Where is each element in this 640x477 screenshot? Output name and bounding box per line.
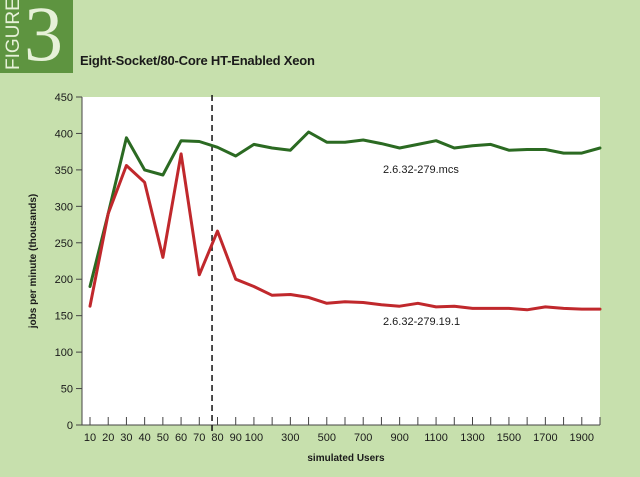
x-tick-label: 1500 bbox=[497, 432, 521, 444]
x-tick-label: 60 bbox=[175, 432, 187, 444]
x-tick-label: 1100 bbox=[424, 432, 448, 444]
y-axis-label: jobs per minute (thousands) bbox=[28, 194, 39, 329]
x-axis-label: simulated Users bbox=[307, 453, 385, 464]
x-tick-label: 40 bbox=[139, 432, 151, 444]
series-label-1: 2.6.32-279.19.1 bbox=[383, 316, 460, 328]
y-tick-label: 350 bbox=[55, 165, 73, 177]
x-tick-label: 1700 bbox=[533, 432, 557, 444]
figure-number: 3 bbox=[24, 0, 63, 77]
figure-badge: FIGURE 3 bbox=[0, 0, 73, 77]
y-tick-label: 0 bbox=[67, 420, 73, 432]
chart-title: Eight-Socket/80-Core HT-Enabled Xeon bbox=[80, 53, 315, 68]
x-tick-label: 10 bbox=[84, 432, 96, 444]
x-tick-label: 80 bbox=[211, 432, 223, 444]
plot-area bbox=[82, 97, 600, 425]
x-tick-label: 50 bbox=[157, 432, 169, 444]
x-axis: 10 20 30 40 50 60 70 80 90 100 300 500 700 900 1100 130… bbox=[82, 417, 601, 444]
x-tick-label: 100 bbox=[245, 432, 263, 444]
x-tick-label: 1900 bbox=[570, 432, 594, 444]
series-line-0 bbox=[88, 130, 602, 288]
y-tick-label: 150 bbox=[55, 311, 73, 323]
x-tick-label: 20 bbox=[102, 432, 114, 444]
x-tick-label: 30 bbox=[120, 432, 132, 444]
series-line-1 bbox=[88, 152, 602, 312]
x-tick-label: 70 bbox=[193, 432, 205, 444]
y-tick-label: 200 bbox=[55, 274, 73, 286]
x-tick-label: 1300 bbox=[460, 432, 484, 444]
x-tick-label: 300 bbox=[281, 432, 299, 444]
x-tick-label: 700 bbox=[354, 432, 372, 444]
y-tick-label: 400 bbox=[55, 128, 73, 140]
x-tick-label: 90 bbox=[230, 432, 242, 444]
series-layer: 2.6.32-279.mcs 2.6.32-279.19.1 bbox=[88, 130, 602, 328]
y-tick-label: 50 bbox=[61, 384, 73, 396]
x-tick-label: 500 bbox=[318, 432, 336, 444]
y-axis: 0 50 100 150 200 250 300 350 400 450 bbox=[55, 92, 83, 432]
series-label-0: 2.6.32-279.mcs bbox=[383, 164, 459, 176]
y-tick-label: 300 bbox=[55, 201, 73, 213]
x-tick-label: 900 bbox=[390, 432, 408, 444]
y-tick-label: 250 bbox=[55, 238, 73, 250]
y-tick-label: 450 bbox=[55, 92, 73, 104]
y-tick-label: 100 bbox=[55, 347, 73, 359]
